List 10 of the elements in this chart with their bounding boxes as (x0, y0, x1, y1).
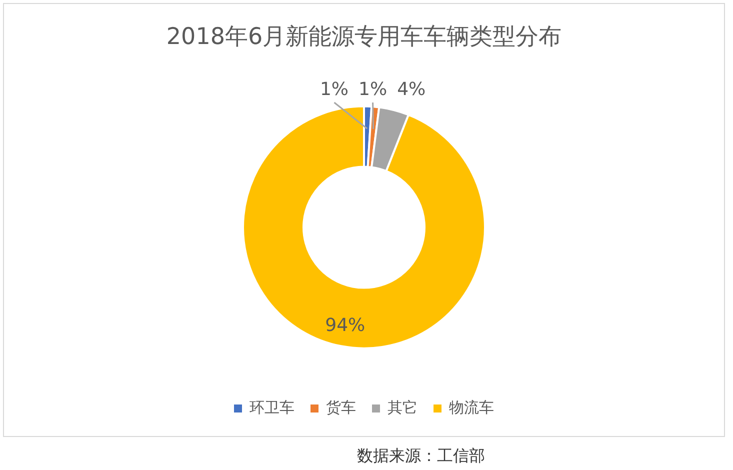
data-label: 1% (358, 79, 388, 100)
legend-label: 货车 (326, 398, 356, 416)
data-label: 1% (320, 79, 349, 100)
source-note: 数据来源：工信部 (357, 446, 485, 467)
data-label: 94% (325, 314, 366, 336)
legend-label: 其它 (388, 398, 418, 416)
legend-label: 物流车 (449, 398, 494, 416)
chart-title: 2018年6月新能源专用车车辆类型分布 (166, 24, 562, 50)
legend-label: 环卫车 (250, 398, 294, 416)
data-label: 4% (397, 79, 426, 100)
